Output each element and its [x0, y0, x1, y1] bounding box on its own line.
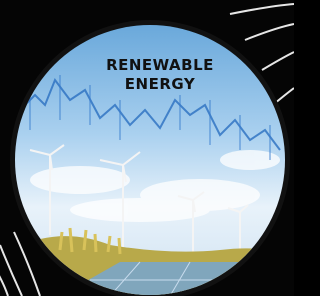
page: RENEWABLE ENERGY (() => { const data = J…	[0, 0, 294, 296]
poster: RENEWABLE ENERGY	[0, 0, 294, 296]
title-line: RENEWABLE	[106, 56, 214, 74]
title-line: ENERGY	[125, 75, 196, 93]
